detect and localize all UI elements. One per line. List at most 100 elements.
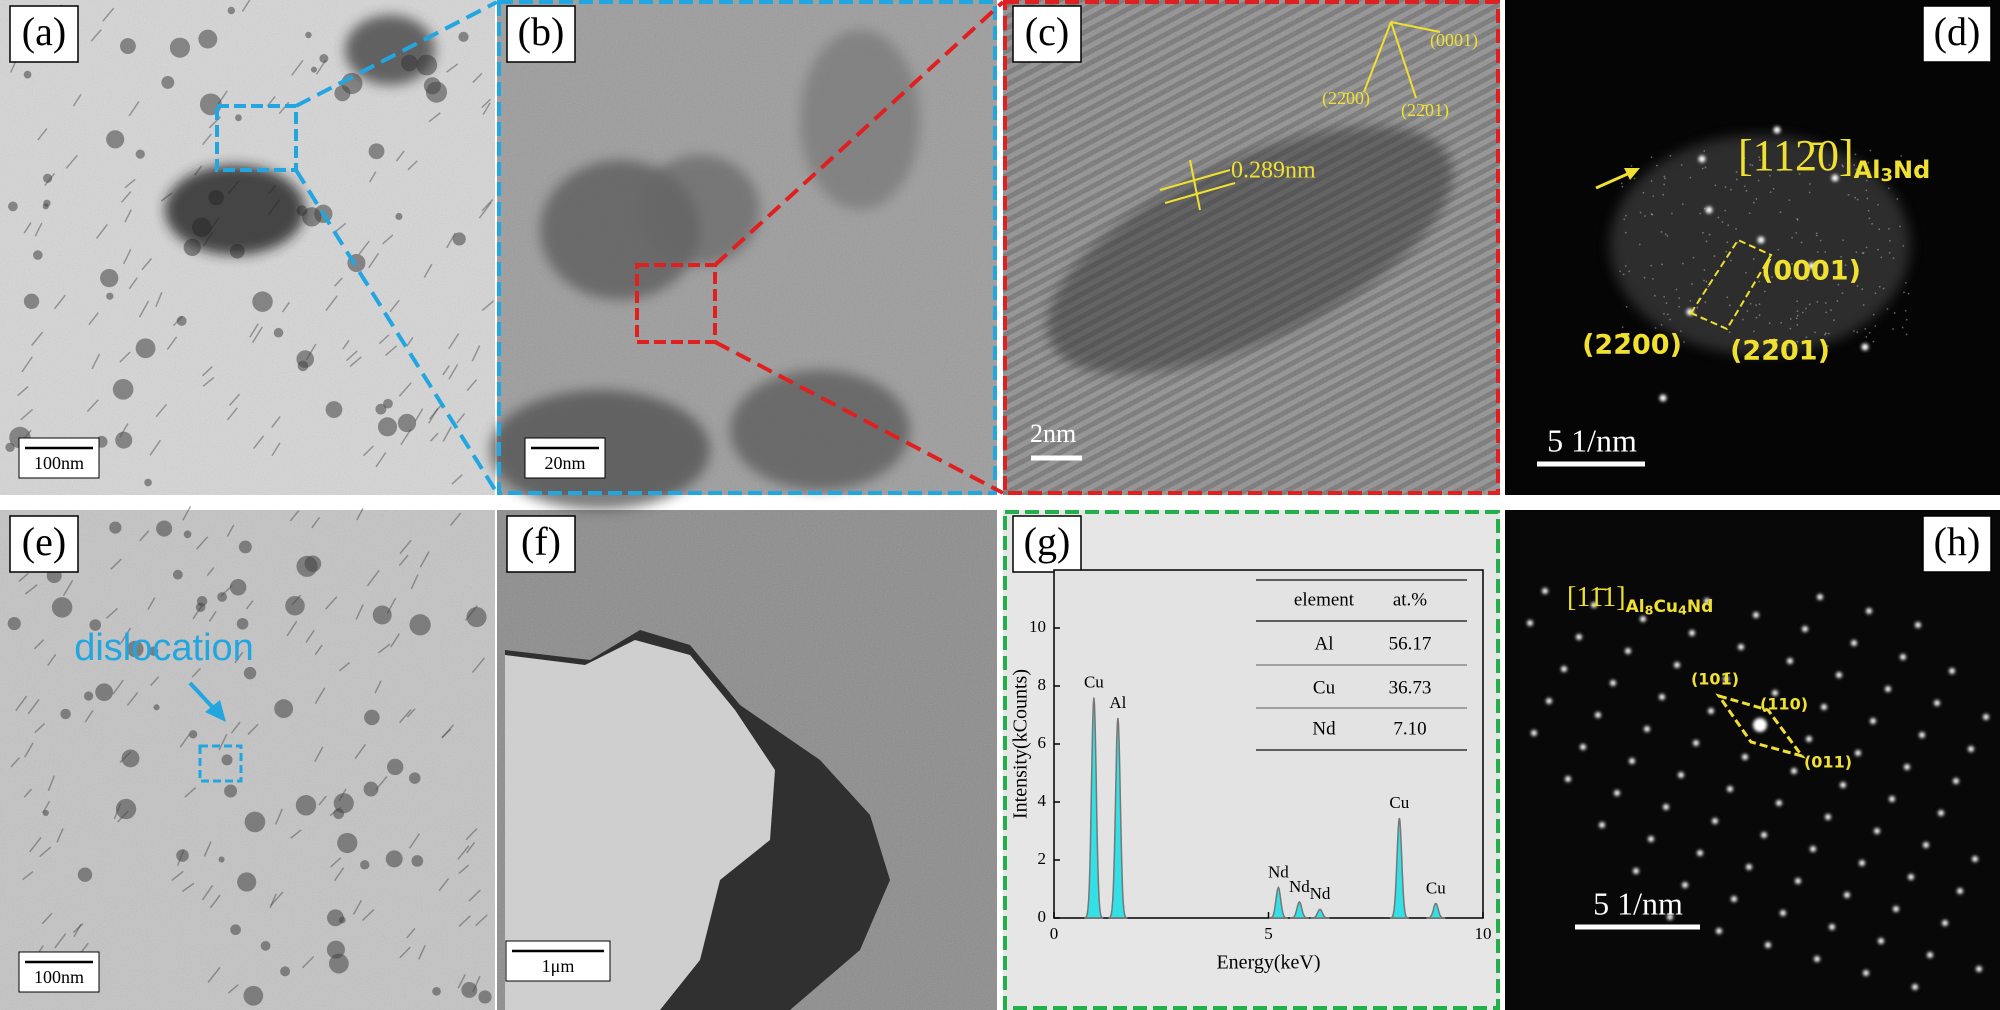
- dislocation-line: [334, 222, 347, 233]
- vector-arrows: [1363, 21, 1441, 99]
- fft-noise: [1779, 211, 1782, 214]
- fft-noise: [1717, 216, 1720, 219]
- fft-noise: [1777, 248, 1780, 251]
- panel-label: (b): [518, 9, 565, 54]
- annotation-arrowhead: [205, 700, 226, 722]
- diffraction-spot: [1580, 744, 1586, 750]
- fft-noise: [1833, 319, 1835, 322]
- precipitate: [337, 832, 358, 854]
- dislocation-line: [21, 356, 33, 373]
- dislocation-line: [138, 300, 150, 318]
- fft-noise: [1791, 236, 1793, 239]
- dislocation-line: [441, 724, 455, 739]
- precipitate: [227, 6, 236, 15]
- dislocation-line: [22, 870, 34, 881]
- dislocation-line: [90, 29, 102, 42]
- fft-noise: [1651, 213, 1654, 216]
- zone-axis-label: [112̄0]Al3Nd: [1738, 131, 1930, 186]
- dislocation-line: [456, 413, 466, 424]
- precipitate: [23, 70, 32, 79]
- diffraction-spot: [1761, 832, 1767, 838]
- dislocation-line: [449, 512, 462, 526]
- panel-label: (d): [1934, 9, 1981, 54]
- fft-noise: [1905, 281, 1907, 284]
- dislocation-line: [179, 734, 190, 748]
- precipitate: [310, 66, 317, 73]
- fft-noise: [1644, 215, 1646, 217]
- dislocation-line: [356, 507, 364, 521]
- x-tick-label: 5: [1264, 924, 1273, 943]
- diffraction-spot: [1915, 622, 1921, 628]
- dislocation-line: [333, 867, 345, 882]
- fft-noise: [1669, 318, 1671, 321]
- precipitate: [385, 850, 403, 868]
- diffraction-spot: [1738, 644, 1744, 650]
- panel-label: (f): [521, 519, 561, 564]
- precipitate: [319, 54, 329, 63]
- table-header: at.%: [1393, 589, 1427, 610]
- diffraction-spot: [1802, 626, 1808, 632]
- plane-label: (22̄00): [1322, 88, 1370, 109]
- diffraction-spot: [1708, 708, 1714, 714]
- panel-label-box: [9, 515, 79, 573]
- diffraction-spot: [1565, 776, 1571, 782]
- precipitate: [218, 856, 225, 863]
- fft-noise: [1729, 188, 1732, 191]
- fft-spot: [1831, 174, 1839, 182]
- peak-label: Nd: [1289, 877, 1310, 896]
- dislocation-line: [247, 723, 259, 735]
- dislocation-line: [458, 864, 470, 875]
- fft-noise: [1758, 314, 1761, 317]
- diffraction-spot: [1904, 764, 1910, 770]
- dislocation-line: [471, 657, 485, 674]
- precipitate: [273, 327, 284, 338]
- fft-noise: [1708, 233, 1711, 236]
- fft-noise: [1861, 288, 1864, 290]
- fft-noise: [1752, 258, 1755, 260]
- fft-noise: [1808, 191, 1811, 194]
- fft-noise: [1796, 217, 1799, 220]
- fft-noise: [1865, 189, 1868, 192]
- fft-noise: [1735, 227, 1737, 230]
- diffraction-spot: [1542, 588, 1548, 594]
- diffraction-spot: [1648, 836, 1654, 842]
- precipitate: [217, 592, 227, 602]
- panel-label-box: [9, 5, 79, 63]
- x-tick-label: 10: [1475, 924, 1492, 943]
- dislocation-line: [23, 788, 33, 798]
- table-cell: Al: [1315, 633, 1334, 654]
- dislocation-line: [475, 914, 488, 927]
- precipitate: [236, 617, 249, 630]
- panel-label: (h): [1934, 519, 1981, 564]
- fft-noise: [1819, 239, 1822, 242]
- dislocation-line: [44, 172, 56, 186]
- panel-label-box: [1012, 515, 1082, 573]
- diffraction-spot: [1746, 864, 1752, 870]
- fft-noise: [1882, 287, 1885, 290]
- dislocation-line: [464, 605, 478, 621]
- fft-noise: [1662, 193, 1665, 196]
- fft-noise: [1696, 306, 1699, 309]
- diffraction-spot: [1697, 850, 1703, 856]
- fft-noise: [1763, 290, 1766, 293]
- fft-noise: [1862, 304, 1865, 306]
- fft-noise: [1652, 277, 1654, 280]
- zoom-line: [713, 0, 1005, 267]
- spectrum-peak: [1310, 908, 1330, 919]
- dislocation-line: [465, 828, 478, 841]
- diffraction-spot: [1934, 700, 1940, 706]
- dislocation-line: [37, 128, 48, 141]
- fft-spot: [1757, 236, 1765, 244]
- table-cell: Nd: [1312, 718, 1336, 739]
- spectrum-peak: [1268, 886, 1288, 919]
- dislocation-line: [428, 407, 439, 424]
- fft-noise: [1768, 322, 1771, 325]
- fft-noise: [1877, 248, 1879, 251]
- zoom-line: [295, 0, 498, 108]
- zone-axis: [112̄0]: [1738, 131, 1854, 180]
- precipitate: [135, 338, 156, 359]
- diffraction-spot: [1625, 648, 1631, 654]
- diffraction-spot: [1663, 804, 1669, 810]
- precipitate: [95, 683, 113, 702]
- precipitate: [106, 292, 114, 300]
